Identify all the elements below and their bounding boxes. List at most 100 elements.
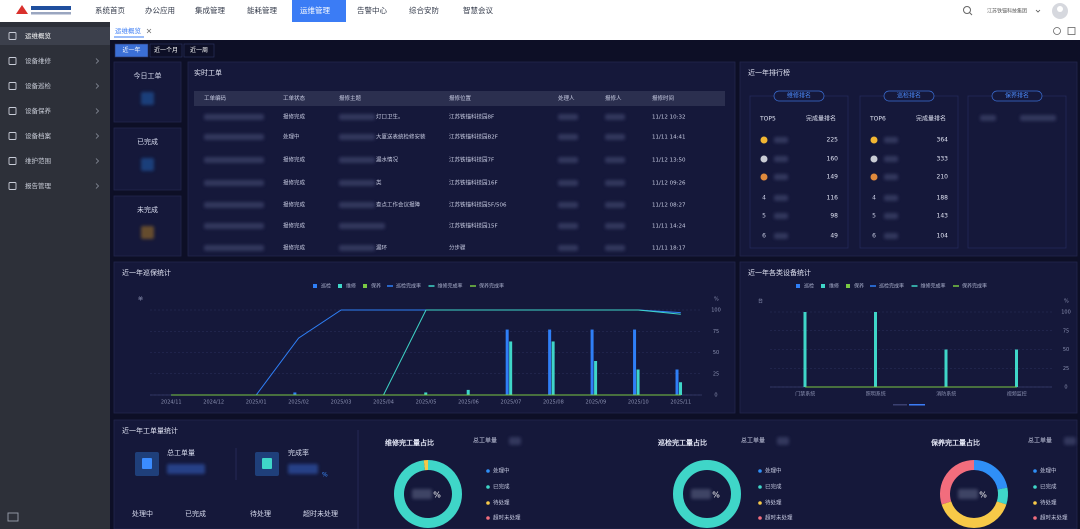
refresh-icon[interactable] bbox=[1053, 27, 1061, 35]
nav-item[interactable]: 告警中心 bbox=[357, 5, 387, 15]
legend-label: 巡检 bbox=[321, 283, 331, 290]
sidebar-icon bbox=[8, 107, 17, 115]
rank-number: 5 bbox=[872, 213, 876, 220]
legend-label: 巡检完成率 bbox=[879, 283, 904, 290]
sidebar-item[interactable]: 设备维修 bbox=[25, 56, 52, 65]
filter-button[interactable] bbox=[149, 43, 183, 58]
legend-label: 超时未处理 bbox=[1040, 514, 1068, 522]
search-icon-handle bbox=[969, 12, 973, 16]
legend-label: 维修完成率 bbox=[921, 283, 946, 290]
blurred-content bbox=[884, 233, 898, 239]
search-icon[interactable] bbox=[963, 6, 971, 14]
sidebar-item[interactable]: 报告管理 bbox=[25, 181, 52, 190]
legend-dot bbox=[758, 516, 762, 520]
sidebar-item[interactable]: 设备档案 bbox=[25, 131, 52, 140]
rank-medal bbox=[760, 155, 768, 163]
x-tick-label: 2024/11 bbox=[161, 400, 182, 406]
nav-item[interactable]: 运维管理 bbox=[300, 5, 330, 15]
nav-item[interactable]: 办公应用 bbox=[145, 5, 175, 15]
legend-label: 维修 bbox=[346, 283, 356, 290]
sidebar-item[interactable]: 设备保养 bbox=[25, 106, 52, 115]
table-cell: 江苏铁锚科技园5F/506 bbox=[449, 201, 507, 209]
blurred-content bbox=[605, 202, 625, 208]
sidebar-active-bg bbox=[0, 27, 110, 45]
legend-label: 待处理 bbox=[1040, 499, 1057, 507]
x-tick-label: 照明系统 bbox=[866, 391, 886, 398]
fullscreen-icon[interactable] bbox=[1067, 27, 1076, 35]
sidebar-item[interactable]: 维护范围 bbox=[25, 156, 51, 165]
axis-label: % bbox=[714, 297, 719, 303]
nav-item[interactable]: 能耗管理 bbox=[247, 5, 277, 15]
rank-number: 4 bbox=[762, 195, 766, 202]
nav-item[interactable]: 智慧会议 bbox=[463, 5, 493, 15]
rank-value: 333 bbox=[937, 156, 949, 163]
x-tick-label: 2025/04 bbox=[373, 400, 394, 406]
x-tick-label: 2025/08 bbox=[543, 400, 564, 406]
blurred-content bbox=[558, 202, 578, 208]
sidebar-chevron bbox=[95, 158, 100, 164]
rank-value: 188 bbox=[937, 195, 949, 202]
donut-segment bbox=[996, 487, 1008, 505]
table-cell: 查点工作会议报障 bbox=[376, 201, 421, 209]
x-tick-label: 视频监控 bbox=[1007, 391, 1027, 398]
blurred-content bbox=[339, 134, 375, 140]
nav-item[interactable]: 集成管理 bbox=[195, 5, 225, 15]
legend-swatch bbox=[363, 284, 367, 288]
sidebar-icon bbox=[8, 182, 17, 190]
blurred-content bbox=[339, 245, 375, 251]
table-header-cell: 工单状态 bbox=[283, 94, 306, 102]
tab-strip bbox=[110, 22, 1080, 40]
axis-label: % bbox=[1064, 299, 1069, 305]
panel bbox=[739, 261, 1078, 414]
table-cell: 11/12 09:26 bbox=[652, 181, 686, 187]
legend-dot bbox=[1033, 469, 1037, 473]
sidebar-chevron bbox=[95, 183, 100, 189]
sidebar-collapse[interactable] bbox=[7, 512, 19, 522]
rank-value: 149 bbox=[827, 174, 839, 181]
tab-close[interactable] bbox=[146, 28, 152, 34]
status-label: 已完成 bbox=[185, 509, 206, 518]
filter-button[interactable] bbox=[114, 43, 149, 58]
legend-label: 维修完成率 bbox=[438, 283, 463, 290]
ranking-header: TOP5 bbox=[759, 116, 776, 123]
blurred-content bbox=[558, 114, 578, 120]
bar bbox=[803, 312, 807, 387]
legend-swatch bbox=[338, 284, 342, 288]
ranking-title: 维修排名 bbox=[787, 92, 811, 100]
filter-label[interactable]: 近一周 bbox=[190, 46, 208, 54]
table-cell: 江苏铁锚科技园B2F bbox=[449, 133, 498, 141]
legend-dot bbox=[486, 485, 490, 489]
legend-swatch bbox=[846, 284, 850, 288]
table-cell: 报修完成 bbox=[283, 201, 306, 209]
ranking-title-pill bbox=[991, 90, 1043, 102]
sidebar-item[interactable]: 运维概览 bbox=[25, 31, 52, 40]
total-label: 总工单量 bbox=[473, 437, 497, 445]
bar bbox=[594, 361, 598, 395]
filter-label[interactable]: 近一年 bbox=[122, 46, 140, 54]
table-cell: 漏水情况 bbox=[376, 156, 399, 164]
chart-title: 近一年巡保统计 bbox=[122, 268, 171, 277]
sidebar-item[interactable]: 设备巡检 bbox=[25, 81, 52, 90]
summary-card-title: 已完成 bbox=[137, 137, 158, 146]
table-cell: 11/11 14:41 bbox=[652, 135, 685, 141]
legend-label: 处理中 bbox=[765, 467, 782, 475]
rank-number: 6 bbox=[762, 233, 766, 240]
bar bbox=[548, 329, 552, 395]
blurred-content bbox=[339, 180, 375, 186]
bar bbox=[466, 389, 470, 395]
legend-label: 处理中 bbox=[1040, 467, 1057, 475]
nav-item[interactable]: 系统首页 bbox=[95, 5, 125, 15]
blurred-content bbox=[774, 233, 788, 239]
nav-item[interactable]: 综合安防 bbox=[409, 5, 439, 15]
legend-swatch bbox=[313, 284, 317, 288]
legend-label: 已完成 bbox=[765, 483, 782, 491]
filter-button[interactable] bbox=[183, 43, 215, 58]
nav-active-bg bbox=[292, 0, 346, 22]
panel-title: 近一年工单量统计 bbox=[122, 426, 178, 435]
filter-label[interactable]: 近一个月 bbox=[154, 46, 178, 54]
sidebar-icon bbox=[8, 57, 17, 65]
user-name[interactable]: 江苏铁锚科技集团 bbox=[987, 8, 1027, 15]
donut-segment bbox=[673, 460, 741, 528]
table-cell: 11/11 18:17 bbox=[652, 246, 686, 252]
tab[interactable]: 运维概览 bbox=[115, 26, 142, 35]
